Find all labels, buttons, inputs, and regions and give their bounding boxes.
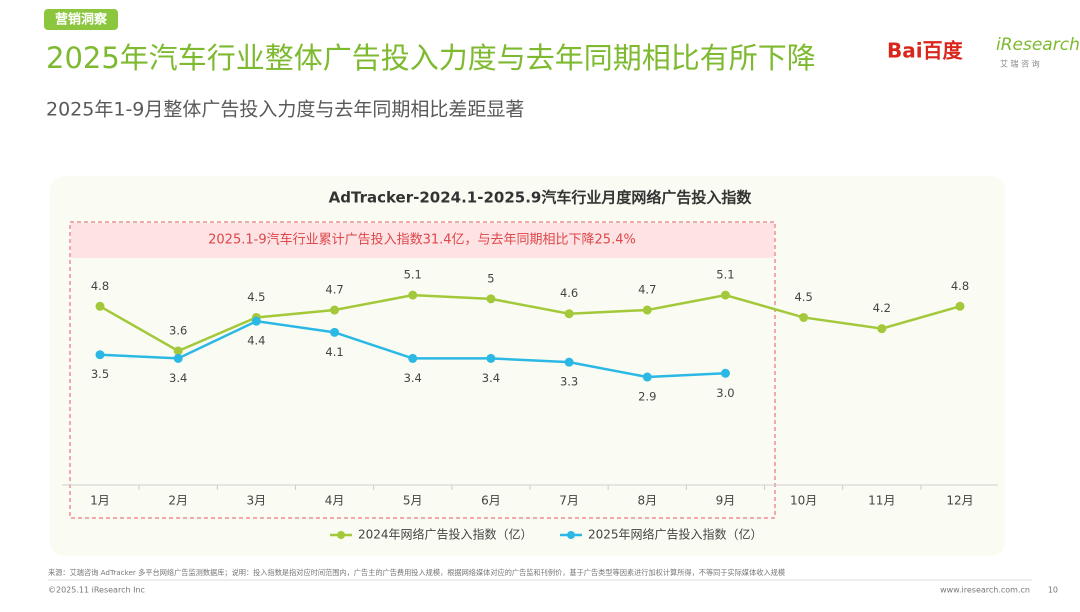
x-tick-label: 12月 <box>946 494 973 508</box>
x-tick-label: 4月 <box>325 494 345 508</box>
annotation-band <box>71 223 774 258</box>
point <box>95 350 105 360</box>
data-label: 4.7 <box>638 283 656 297</box>
point <box>564 357 574 367</box>
slide-subtitle: 2025年1-9月整体广告投入力度与去年同期相比差距显著 <box>46 99 524 121</box>
logo-iresearch: iResearch <box>996 35 1080 55</box>
data-label: 4.1 <box>325 345 343 359</box>
chart-title: AdTracker-2024.1-2025.9汽车行业月度网络广告投入指数 <box>329 189 753 207</box>
point <box>251 316 261 326</box>
x-tick-label: 8月 <box>637 494 657 508</box>
logo-baidu: Bai百度 <box>887 39 964 63</box>
point <box>486 353 496 363</box>
data-label: 5 <box>487 271 494 285</box>
data-label: 5.1 <box>716 268 734 282</box>
x-tick-label: 10月 <box>790 494 817 508</box>
data-label: 3.4 <box>482 371 500 385</box>
logo-iresearch-cn: 艾 瑞 咨 询 <box>1000 59 1040 69</box>
tag-box <box>44 9 118 30</box>
highlight-box <box>69 221 776 519</box>
data-label: 3.4 <box>169 371 187 385</box>
point <box>95 301 105 311</box>
legend-label: 2024年网络广告投入指数（亿） <box>358 527 533 542</box>
point <box>330 305 340 315</box>
data-label: 3.0 <box>716 386 734 400</box>
data-label: 4.4 <box>247 334 265 348</box>
page-number: 10 <box>1048 586 1058 595</box>
data-label: 4.6 <box>560 286 578 300</box>
series-line <box>99 293 961 353</box>
point <box>955 301 965 311</box>
point <box>720 368 730 378</box>
point <box>564 309 574 319</box>
x-tick-label: 2月 <box>168 494 188 508</box>
point <box>720 290 730 300</box>
point <box>408 353 418 363</box>
legend-marker <box>337 531 345 539</box>
data-label: 4.7 <box>325 283 343 297</box>
annotation: 2025.1-9汽车行业累计广告投入指数31.4亿，与去年同期相比下降25.4% <box>208 232 636 248</box>
point <box>173 346 183 356</box>
slide-title: 2025年汽车行业整体广告投入力度与去年同期相比有所下降 <box>46 41 816 75</box>
tag: 营销洞察 <box>55 12 108 28</box>
x-tick-label: 9月 <box>716 494 736 508</box>
data-label: 3.4 <box>404 371 422 385</box>
point <box>173 353 183 363</box>
x-tick-label: 11月 <box>868 494 895 508</box>
point <box>408 290 418 300</box>
x-tick-label: 3月 <box>247 494 267 508</box>
data-label: 4.5 <box>247 290 265 304</box>
point <box>642 305 652 315</box>
point <box>486 294 496 304</box>
legend-marker <box>567 531 575 539</box>
data-label: 4.8 <box>91 279 109 293</box>
data-label: 3.3 <box>560 375 578 389</box>
data-label: 3.6 <box>169 323 187 337</box>
url: www.iresearch.com.cn <box>940 586 1030 595</box>
data-label: 4.2 <box>873 301 891 315</box>
x-tick-label: 1月 <box>90 494 110 508</box>
point <box>330 327 340 337</box>
legend-label: 2025年网络广告投入指数（亿） <box>588 527 763 542</box>
x-tick-label: 7月 <box>559 494 579 508</box>
data-label: 4.8 <box>951 279 969 293</box>
x-tick-label: 5月 <box>403 494 423 508</box>
data-label: 2.9 <box>638 390 656 404</box>
point <box>877 324 887 334</box>
x-tick-label: 6月 <box>481 494 501 508</box>
point <box>642 372 652 382</box>
source-note: 来源：艾瑞咨询 AdTracker 多平台网络广告监测数据库；说明：投入指数是指… <box>48 568 785 577</box>
point <box>799 312 809 322</box>
copyright: ©2025.11 iResearch Inc <box>48 586 145 595</box>
data-label: 5.1 <box>404 268 422 282</box>
data-label: 3.5 <box>91 367 109 381</box>
chart-panel <box>50 176 1005 556</box>
data-label: 4.5 <box>794 290 812 304</box>
